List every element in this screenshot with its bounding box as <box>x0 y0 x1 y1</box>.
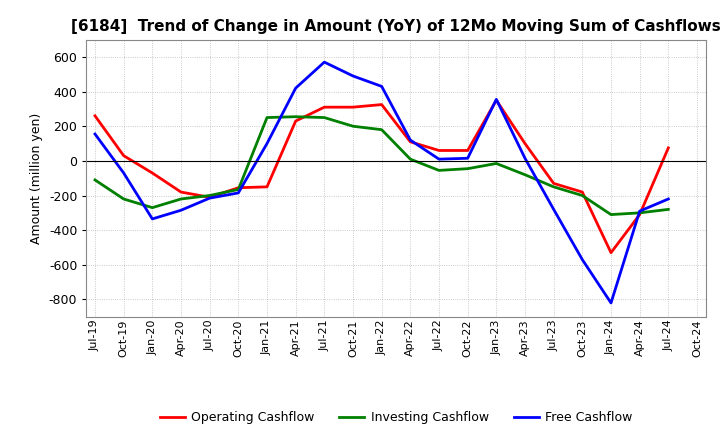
Investing Cashflow <box>607 212 616 217</box>
Free Cashflow <box>635 209 644 214</box>
Investing Cashflow <box>664 207 672 212</box>
Investing Cashflow <box>263 115 271 120</box>
Investing Cashflow <box>635 210 644 216</box>
Operating Cashflow <box>406 139 415 144</box>
Free Cashflow <box>348 73 357 79</box>
Investing Cashflow <box>377 127 386 132</box>
Y-axis label: Amount (million yen): Amount (million yen) <box>30 113 43 244</box>
Investing Cashflow <box>406 157 415 162</box>
Operating Cashflow <box>521 141 529 146</box>
Free Cashflow <box>549 207 558 212</box>
Free Cashflow <box>320 59 328 65</box>
Investing Cashflow <box>148 205 157 210</box>
Investing Cashflow <box>578 193 587 198</box>
Free Cashflow <box>435 157 444 162</box>
Legend: Operating Cashflow, Investing Cashflow, Free Cashflow: Operating Cashflow, Investing Cashflow, … <box>155 406 637 429</box>
Operating Cashflow <box>148 170 157 176</box>
Investing Cashflow <box>292 114 300 119</box>
Free Cashflow <box>464 156 472 161</box>
Investing Cashflow <box>435 168 444 173</box>
Investing Cashflow <box>176 196 185 202</box>
Investing Cashflow <box>348 124 357 129</box>
Line: Operating Cashflow: Operating Cashflow <box>95 100 668 253</box>
Operating Cashflow <box>120 153 128 158</box>
Title: [6184]  Trend of Change in Amount (YoY) of 12Mo Moving Sum of Cashflows: [6184] Trend of Change in Amount (YoY) o… <box>71 19 720 34</box>
Free Cashflow <box>120 170 128 176</box>
Operating Cashflow <box>664 145 672 150</box>
Free Cashflow <box>664 196 672 202</box>
Line: Investing Cashflow: Investing Cashflow <box>95 117 668 215</box>
Free Cashflow <box>377 84 386 89</box>
Free Cashflow <box>578 257 587 262</box>
Free Cashflow <box>406 137 415 143</box>
Line: Free Cashflow: Free Cashflow <box>95 62 668 303</box>
Operating Cashflow <box>377 102 386 107</box>
Operating Cashflow <box>607 250 616 255</box>
Operating Cashflow <box>435 148 444 153</box>
Operating Cashflow <box>234 185 243 191</box>
Free Cashflow <box>492 97 500 102</box>
Operating Cashflow <box>348 105 357 110</box>
Operating Cashflow <box>549 181 558 186</box>
Investing Cashflow <box>549 184 558 190</box>
Operating Cashflow <box>91 113 99 118</box>
Operating Cashflow <box>492 98 500 103</box>
Investing Cashflow <box>492 161 500 166</box>
Free Cashflow <box>607 300 616 305</box>
Operating Cashflow <box>635 212 644 217</box>
Free Cashflow <box>521 156 529 161</box>
Operating Cashflow <box>176 189 185 194</box>
Operating Cashflow <box>263 184 271 190</box>
Investing Cashflow <box>91 177 99 183</box>
Operating Cashflow <box>320 105 328 110</box>
Investing Cashflow <box>521 172 529 177</box>
Operating Cashflow <box>578 189 587 194</box>
Free Cashflow <box>205 195 214 201</box>
Free Cashflow <box>292 85 300 91</box>
Free Cashflow <box>148 216 157 222</box>
Operating Cashflow <box>464 148 472 153</box>
Free Cashflow <box>263 141 271 146</box>
Operating Cashflow <box>292 118 300 124</box>
Investing Cashflow <box>464 166 472 171</box>
Free Cashflow <box>176 208 185 213</box>
Investing Cashflow <box>205 193 214 198</box>
Free Cashflow <box>234 190 243 195</box>
Operating Cashflow <box>205 194 214 200</box>
Free Cashflow <box>91 132 99 137</box>
Investing Cashflow <box>234 187 243 192</box>
Investing Cashflow <box>120 196 128 202</box>
Investing Cashflow <box>320 115 328 120</box>
